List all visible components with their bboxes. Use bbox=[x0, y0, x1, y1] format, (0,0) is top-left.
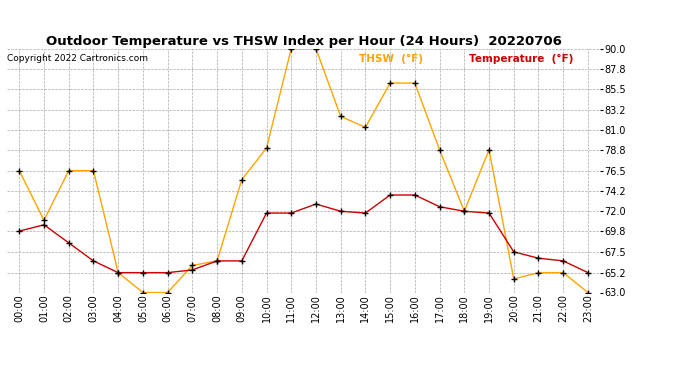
Text: Copyright 2022 Cartronics.com: Copyright 2022 Cartronics.com bbox=[7, 54, 148, 63]
Title: Outdoor Temperature vs THSW Index per Hour (24 Hours)  20220706: Outdoor Temperature vs THSW Index per Ho… bbox=[46, 34, 562, 48]
Text: THSW  (°F): THSW (°F) bbox=[359, 54, 423, 64]
Text: Temperature  (°F): Temperature (°F) bbox=[469, 54, 573, 64]
